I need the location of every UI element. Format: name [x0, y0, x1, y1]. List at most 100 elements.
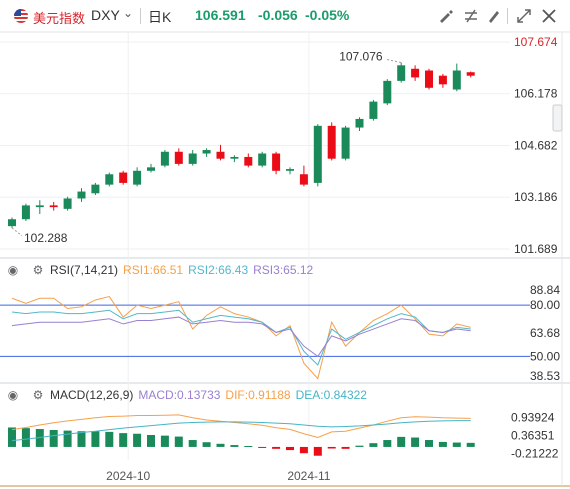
macd-bar — [188, 440, 197, 447]
rsi-axis-tick: 50.00 — [530, 349, 560, 363]
macd-bar — [327, 446, 336, 449]
price-axis-tick: 101.689 — [514, 242, 558, 256]
settings-sliders-icon[interactable] — [461, 6, 481, 26]
candle — [466, 72, 475, 76]
macd-axis-tick: 0.36351 — [511, 429, 555, 443]
candle — [438, 75, 447, 85]
gear-icon[interactable]: ⚙ — [32, 388, 44, 402]
macd-bar — [216, 443, 225, 447]
candle — [369, 101, 378, 119]
x-axis-tick: 2024-11 — [287, 469, 330, 483]
candle — [119, 172, 128, 183]
candle — [244, 156, 253, 166]
rsi1-value: RSI1:66.51 — [123, 263, 184, 277]
rsi-name: RSI(7,14,21) — [50, 263, 119, 277]
candle — [327, 125, 336, 159]
candle — [258, 153, 267, 166]
candle — [299, 174, 308, 185]
rsi-axis-tick: 80.00 — [530, 298, 560, 312]
pen-icon[interactable] — [484, 6, 504, 26]
rsi-series-rsi2 — [11, 309, 471, 366]
eye-icon[interactable]: ◉ — [7, 263, 19, 277]
candle — [452, 70, 461, 90]
rsi-axis-tick: 88.84 — [530, 283, 560, 297]
divider — [140, 8, 141, 24]
rsi3-value: RSI3:65.12 — [253, 263, 314, 277]
candle — [216, 151, 225, 159]
price-axis-tick: 104.682 — [514, 138, 558, 152]
chart-header: 美元指数 DXY ⌄ 日K 106.591 -0.056 -0.05% — [0, 0, 570, 32]
macd-bar — [63, 430, 72, 447]
candle — [91, 184, 100, 194]
candle — [21, 205, 30, 220]
brush-icon[interactable] — [436, 6, 456, 26]
symbol-name[interactable]: 美元指数 — [33, 11, 86, 26]
low-label: 102.288 — [24, 231, 68, 245]
macd-line-dea — [11, 420, 471, 442]
period-selector[interactable]: 日K — [148, 9, 172, 25]
x-axis-tick: 2024-10 — [106, 469, 150, 483]
macd-bar — [105, 431, 114, 447]
candle — [341, 127, 350, 159]
rsi-axis-tick: 38.53 — [530, 369, 560, 383]
macd-bar — [341, 446, 350, 449]
macd-bar — [160, 435, 169, 447]
candle — [383, 80, 392, 104]
candle — [397, 65, 406, 81]
macd-bar — [397, 436, 406, 447]
us-flag-icon — [14, 9, 28, 23]
expand-icon[interactable] — [514, 6, 534, 26]
candle — [188, 153, 197, 164]
side-collapse-handle — [552, 104, 563, 132]
macd-bar — [77, 431, 86, 447]
macd-bar — [133, 433, 142, 447]
rsi2-value: RSI2:66.43 — [188, 263, 249, 277]
candle — [105, 174, 114, 185]
price-change-pct: -0.05% — [305, 7, 350, 23]
macd-bar — [452, 442, 461, 447]
macd-bar — [272, 446, 281, 449]
macd-bar — [355, 445, 364, 447]
eye-icon[interactable]: ◉ — [7, 388, 19, 402]
price-axis-tick: 103.186 — [514, 190, 558, 204]
gear-icon[interactable]: ⚙ — [32, 263, 44, 277]
macd-bar — [21, 428, 30, 447]
candle — [133, 170, 142, 185]
macd-value: MACD:0.13733 — [138, 388, 221, 402]
macd-bar — [119, 433, 128, 447]
candle — [49, 205, 58, 208]
dea-value: DEA:0.84322 — [295, 388, 367, 402]
candle — [147, 167, 155, 171]
macd-bar — [369, 443, 378, 447]
macd-bar — [438, 441, 447, 447]
low-leader — [11, 227, 23, 237]
candle — [77, 191, 86, 199]
chevron-down-icon[interactable]: ⌄ — [123, 6, 134, 20]
dif-value: DIF:0.91188 — [225, 388, 291, 402]
rsi-axis-tick: 63.68 — [530, 326, 560, 340]
candle — [425, 70, 433, 88]
candle — [272, 153, 281, 171]
candle — [411, 68, 420, 78]
price-change: -0.056 — [258, 7, 298, 23]
macd-name: MACD(12,26,9) — [50, 388, 134, 402]
price-axis-tick: 107.674 — [514, 35, 558, 49]
macd-bar — [202, 442, 211, 447]
macd-bar — [230, 445, 239, 447]
candle — [63, 198, 72, 209]
macd-axis-tick: -0.21222 — [511, 447, 559, 461]
macd-bar — [383, 440, 392, 447]
macd-bar — [299, 446, 308, 454]
macd-bar — [244, 445, 253, 447]
candle — [202, 150, 211, 154]
rsi-series-rsi3 — [11, 316, 471, 358]
symbol-code[interactable]: DXY — [91, 7, 120, 23]
macd-bar — [466, 442, 475, 447]
macd-line-dif — [11, 414, 471, 439]
rsi-header: ◉ ⚙ RSI(7,14,21) RSI1:66.51 RSI2:66.43 R… — [0, 261, 318, 279]
candle — [230, 156, 239, 159]
candle — [160, 151, 169, 166]
close-icon[interactable] — [539, 6, 559, 26]
macd-header: ◉ ⚙ MACD(12,26,9) MACD:0.13733 DIF:0.911… — [0, 386, 372, 404]
